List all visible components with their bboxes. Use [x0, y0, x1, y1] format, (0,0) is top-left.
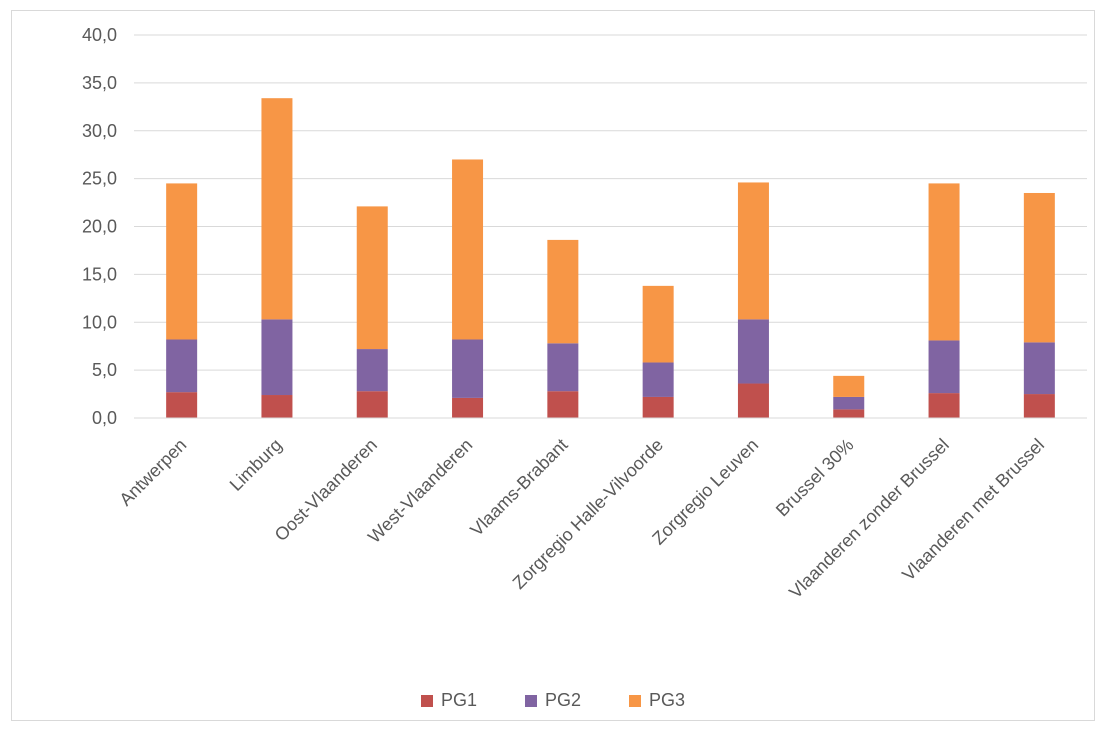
x-tick-label: Brussel 30%: [772, 435, 858, 521]
bar-pg1: [737, 383, 769, 418]
bar-pg2: [928, 340, 960, 394]
bar-pg2: [166, 339, 198, 393]
x-tick-label: West-Vlaanderen: [364, 435, 476, 547]
chart-legend: PG1 PG2 PG3: [0, 690, 1106, 711]
bar-pg1: [261, 395, 293, 418]
bar-pg2: [452, 339, 484, 398]
legend-swatch: [524, 694, 537, 707]
bar-pg2: [1023, 342, 1055, 395]
y-tick-label: 20,0: [82, 217, 117, 237]
y-tick-label: 35,0: [82, 73, 117, 93]
legend-item: PG1: [420, 690, 477, 711]
legend-swatch: [629, 694, 642, 707]
bar-pg3: [356, 206, 388, 350]
bar-pg3: [166, 183, 198, 340]
legend-item: PG3: [629, 690, 685, 711]
legend-label: PG2: [544, 690, 582, 710]
y-tick-label: 0,0: [92, 408, 117, 428]
legend-swatch: [420, 694, 433, 707]
bar-pg1: [166, 392, 198, 418]
bar-pg2: [547, 343, 579, 392]
bar-pg1: [547, 391, 579, 418]
stacked-bar-chart: 0,0 5,0 10,0 15,0 20,0 25,0 30,0 35,0 40,0 Antwer…: [82, 25, 1087, 603]
bar-pg1: [642, 396, 674, 418]
bar-pg3: [833, 375, 865, 397]
legend-label: PG3: [649, 690, 686, 710]
bar-pg2: [642, 362, 674, 397]
bar-pg1: [452, 397, 484, 418]
bar-pg1: [356, 391, 388, 418]
bar-pg2: [261, 319, 293, 396]
y-tick-label: 25,0: [82, 169, 117, 189]
bar-pg3: [928, 183, 960, 341]
x-tick-label: Vlaams-Brabant: [466, 435, 571, 540]
legend-item: PG2: [524, 690, 582, 711]
bar-pg3: [1023, 192, 1055, 343]
x-tick-label: Antwerpen: [115, 435, 190, 510]
bar-pg2: [833, 396, 865, 410]
x-tick-label: Oost-Vlaanderen: [271, 435, 381, 545]
x-tick-label: Vlaanderen zonder Brussel: [785, 435, 953, 603]
bar-pg1: [833, 409, 865, 418]
y-tick-label: 15,0: [82, 264, 117, 284]
bar-pg3: [642, 285, 674, 363]
y-tick-label: 10,0: [82, 312, 117, 332]
y-tick-label: 30,0: [82, 121, 117, 141]
bar-pg3: [737, 182, 769, 320]
x-tick-label: Limburg: [226, 435, 286, 495]
y-tick-label: 40,0: [82, 25, 117, 45]
bar-pg2: [356, 349, 388, 392]
bar-pg1: [1023, 394, 1055, 418]
bar-pg1: [928, 393, 960, 418]
bar-pg2: [737, 319, 769, 384]
bar-pg3: [261, 98, 293, 320]
bar-pg3: [452, 159, 484, 340]
bar-pg3: [547, 239, 579, 344]
x-tick-label: Zorgregio Leuven: [648, 435, 762, 549]
y-tick-label: 5,0: [92, 360, 117, 380]
legend-label: PG1: [440, 690, 477, 710]
